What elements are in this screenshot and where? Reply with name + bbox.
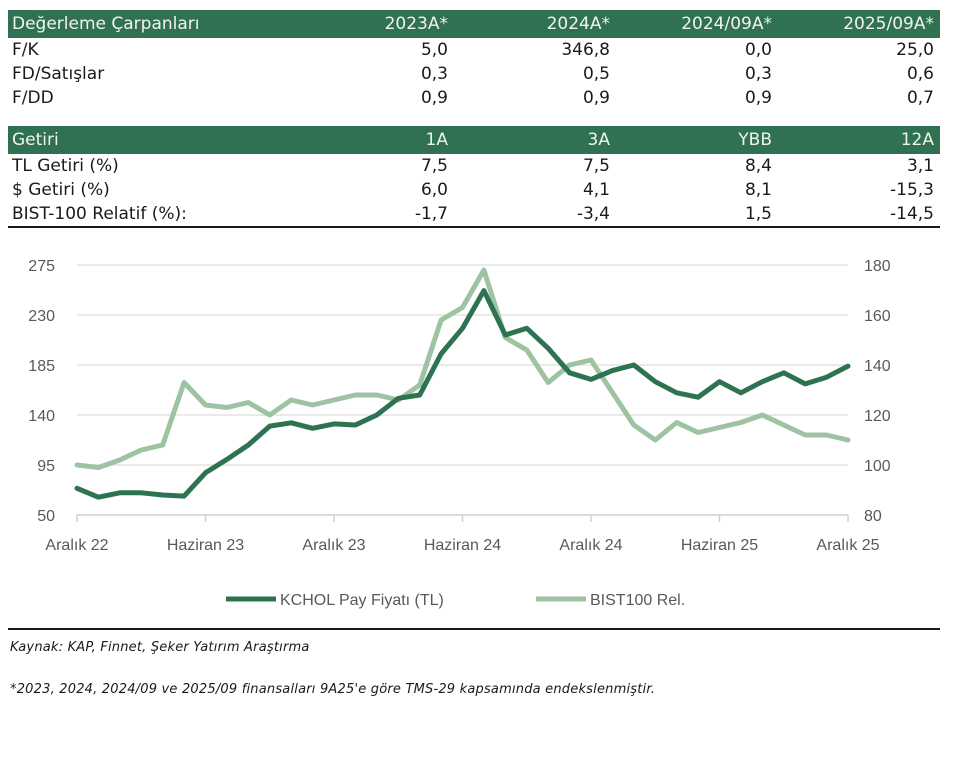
column-header: 2025/09A*	[843, 14, 934, 34]
cell-value: 0,9	[420, 88, 448, 108]
right-tick-label: 160	[864, 308, 891, 325]
source-note: Kaynak: KAP, Finnet, Şeker Yatırım Araşt…	[10, 640, 310, 655]
returns-title: Getiri	[12, 130, 59, 150]
row-label: FD/Satışlar	[12, 64, 105, 84]
row-label: BIST-100 Relatif (%):	[12, 204, 187, 224]
cell-value: -1,7	[414, 204, 448, 224]
valuation-table: Değerleme Çarpanları 2023A* 2024A* 2024/…	[8, 10, 940, 110]
cell-value: 0,9	[744, 88, 772, 108]
row-label: F/K	[12, 40, 39, 60]
legend-label-bist100: BIST100 Rel.	[590, 592, 685, 609]
left-tick-label: 230	[28, 308, 55, 325]
left-tick-label: 50	[37, 508, 55, 525]
row-label: $ Getiri (%)	[12, 180, 110, 200]
legend: KCHOL Pay Fiyatı (TL) BIST100 Rel.	[226, 592, 685, 609]
cell-value: 0,6	[906, 64, 934, 84]
x-tick-label: Haziran 25	[681, 537, 758, 554]
table-row: F/K 5,0 346,8 0,0 25,0	[8, 38, 940, 62]
left-axis: 50 95 140 185 230 275	[28, 258, 55, 525]
price-chart: 50 95 140 185 230 275 80 100 120 140 160 180 Aralı…	[28, 258, 891, 609]
x-tick-label: Haziran 23	[167, 537, 244, 554]
cell-value: 1,5	[744, 204, 772, 224]
cell-value: 0,3	[420, 64, 448, 84]
row-label: TL Getiri (%)	[12, 156, 119, 176]
table-row: $ Getiri (%) 6,0 4,1 8,1 -15,3	[8, 178, 940, 202]
series-line-kchol	[74, 288, 851, 500]
right-tick-label: 80	[864, 508, 882, 525]
legend-label-kchol: KCHOL Pay Fiyatı (TL)	[280, 592, 444, 609]
table-row: F/DD 0,9 0,9 0,9 0,7	[8, 86, 940, 110]
cropped-previous-row	[0, 0, 960, 2]
chart-bottom-rule	[8, 628, 940, 630]
right-tick-label: 120	[864, 408, 891, 425]
valuation-title: Değerleme Çarpanları	[12, 14, 200, 34]
gridlines	[77, 264, 848, 466]
row-label: F/DD	[12, 88, 54, 108]
right-axis: 80 100 120 140 160 180	[864, 258, 891, 525]
right-tick-label: 100	[864, 458, 891, 475]
x-tick-label: Aralık 23	[302, 537, 365, 554]
cell-value: -15,3	[890, 180, 934, 200]
cell-value: 4,1	[582, 180, 610, 200]
x-tick-label: Aralık 24	[559, 537, 622, 554]
series-group	[74, 267, 851, 500]
left-tick-label: 275	[28, 258, 55, 275]
cell-value: 346,8	[561, 40, 610, 60]
cell-value: -14,5	[890, 204, 934, 224]
column-header: 2023A*	[384, 14, 448, 34]
x-axis: Aralık 22 Haziran 23 Aralık 23 Haziran 24 Ar…	[45, 514, 880, 554]
column-header: YBB	[738, 130, 772, 150]
column-header: 12A	[900, 130, 934, 150]
cell-value: 0,3	[744, 64, 772, 84]
table-row: BIST-100 Relatif (%): -1,7 -3,4 1,5 -14,…	[8, 202, 940, 226]
cell-value: 7,5	[420, 156, 448, 176]
table-bottom-rule	[8, 226, 940, 228]
footnote: *2023, 2024, 2024/09 ve 2025/09 finansal…	[10, 682, 656, 697]
cell-value: 8,1	[744, 180, 772, 200]
cell-value: 8,4	[744, 156, 772, 176]
cell-value: 6,0	[420, 180, 448, 200]
table-row: FD/Satışlar 0,3 0,5 0,3 0,6	[8, 62, 940, 86]
returns-table: Getiri 1A 3A YBB 12A TL Getiri (%) 7,5 7…	[8, 126, 940, 226]
cell-value: 3,1	[906, 156, 934, 176]
cell-value: 25,0	[896, 40, 934, 60]
right-tick-label: 180	[864, 258, 891, 275]
series-line-bist100-rel	[74, 267, 851, 470]
x-tick-label: Aralık 22	[45, 537, 108, 554]
valuation-header-row: Değerleme Çarpanları 2023A* 2024A* 2024/…	[8, 10, 940, 38]
column-header: 1A	[425, 130, 448, 150]
left-tick-label: 185	[28, 358, 55, 375]
table-row: TL Getiri (%) 7,5 7,5 8,4 3,1	[8, 154, 940, 178]
cell-value: 0,0	[744, 40, 772, 60]
column-header: 2024/09A*	[681, 14, 772, 34]
left-tick-label: 95	[37, 458, 55, 475]
returns-header-row: Getiri 1A 3A YBB 12A	[8, 126, 940, 154]
cell-value: 5,0	[420, 40, 448, 60]
cell-value: 0,7	[906, 88, 934, 108]
cell-value: -3,4	[576, 204, 610, 224]
right-tick-label: 140	[864, 358, 891, 375]
left-tick-label: 140	[28, 408, 55, 425]
column-header: 2024A*	[546, 14, 610, 34]
x-tick-label: Haziran 24	[424, 537, 501, 554]
column-header: 3A	[587, 130, 610, 150]
cell-value: 0,9	[582, 88, 610, 108]
cell-value: 7,5	[582, 156, 610, 176]
x-tick-label: Aralık 25	[816, 537, 879, 554]
cell-value: 0,5	[582, 64, 610, 84]
